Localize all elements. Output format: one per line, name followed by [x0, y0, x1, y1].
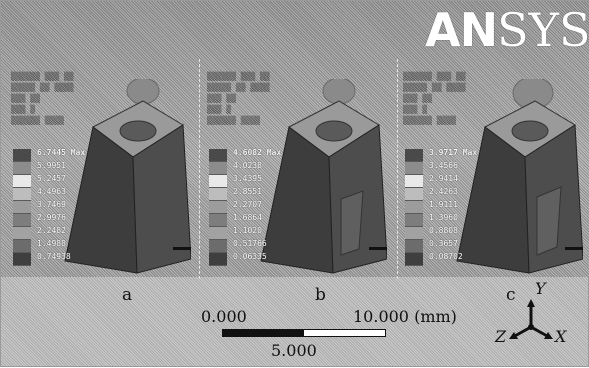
legend-max-value: 6.7445 Max	[37, 148, 86, 157]
legend-swatch	[13, 227, 31, 240]
legend-swatch	[209, 227, 227, 240]
legend-swatch	[405, 227, 423, 240]
legend-value: 1.9111	[429, 200, 458, 209]
coordinate-triad-icon[interactable]: Y Z X	[491, 279, 571, 349]
mini-scale-bar	[369, 247, 387, 250]
legend-value: 2.2707	[233, 200, 262, 209]
result-panel-c[interactable]: ▒▒▒▒▒▒ ▒▒▒ ▒▒ ▒▒▒▒▒ ▒▒ ▒▒▒▒ ▒▒▒ ▒▒ ▒▒▒ ▒…	[393, 59, 589, 277]
triad-axis-y: Y	[535, 279, 546, 298]
legend-swatch	[209, 253, 227, 266]
legend-swatch	[405, 188, 423, 201]
legend-value: 3.4395	[233, 174, 262, 183]
color-legend: 6.7445 Max 5.9951 5.2457 4.4963 3.7469 2…	[13, 148, 85, 266]
legend-value: 0.08702	[429, 252, 463, 261]
legend-value: 0.06335	[233, 252, 267, 261]
panel-header-text: ▒▒▒▒▒▒ ▒▒▒ ▒▒ ▒▒▒▒▒ ▒▒ ▒▒▒▒ ▒▒▒ ▒▒ ▒▒▒ ▒…	[11, 72, 74, 125]
panel-label-b: b	[315, 285, 326, 305]
legend-values: 6.7445 Max 5.9951 5.2457 4.4963 3.7469 2…	[37, 146, 85, 263]
legend-max-value: 4.6082 Max	[233, 148, 282, 157]
legend-swatch	[405, 214, 423, 227]
triad-axis-x: X	[555, 327, 567, 346]
legend-value: 2.9414	[429, 174, 458, 183]
legend-swatch	[209, 162, 227, 175]
tetra-model[interactable]	[433, 79, 583, 279]
tetra-model[interactable]	[237, 79, 387, 279]
legend-values: 3.9717 Max 3.4566 2.9414 2.4263 1.9111 1…	[429, 146, 477, 263]
legend-max-value: 3.9717 Max	[429, 148, 478, 157]
legend-value: 1.1020	[233, 226, 262, 235]
legend-swatch	[209, 188, 227, 201]
legend-value: 5.2457	[37, 174, 66, 183]
logo-text-sys: SYS	[497, 3, 589, 57]
legend-swatch	[13, 253, 31, 266]
panel-divider	[397, 59, 398, 279]
legend-swatch	[405, 253, 423, 266]
legend-value: 5.9951	[37, 161, 66, 170]
logo-text-main: AN	[425, 3, 498, 57]
panel-divider	[199, 59, 200, 279]
legend-value: 2.8551	[233, 187, 262, 196]
triad-graphic	[509, 299, 553, 339]
legend-swatch	[13, 188, 31, 201]
legend-value: 3.4566	[429, 161, 458, 170]
scale-bar-fill	[223, 330, 304, 336]
viewport-footer: a b c 0.000 10.000 (mm) 5.000 Y Z X	[1, 277, 589, 368]
legend-swatch	[13, 240, 31, 253]
legend-swatch	[209, 240, 227, 253]
panel-header-text: ▒▒▒▒▒▒ ▒▒▒ ▒▒ ▒▒▒▒▒ ▒▒ ▒▒▒▒ ▒▒▒ ▒▒ ▒▒▒ ▒…	[403, 72, 466, 125]
legend-swatch	[405, 149, 423, 162]
legend-value: 1.4988	[37, 239, 66, 248]
legend-value: 4.4963	[37, 187, 66, 196]
tetra-model[interactable]	[41, 79, 191, 279]
panel-label-a: a	[122, 285, 133, 305]
ansys-logo: ANSYS	[425, 7, 589, 53]
legend-value: 0.8808	[429, 226, 458, 235]
legend-value: 0.74938	[37, 252, 71, 261]
scale-max-label: 10.000 (mm)	[353, 307, 457, 326]
panel-label-c: c	[506, 285, 516, 305]
legend-swatch	[405, 175, 423, 188]
legend-value: 1.3960	[429, 213, 458, 222]
color-legend: 3.9717 Max 3.4566 2.9414 2.4263 1.9111 1…	[405, 148, 477, 266]
scale-zero-label: 0.000	[201, 307, 247, 326]
legend-swatch	[405, 162, 423, 175]
legend-swatch	[209, 175, 227, 188]
legend-value: 0.51766	[233, 239, 267, 248]
scale-mid-label: 5.000	[271, 341, 317, 360]
legend-value: 2.2482	[37, 226, 66, 235]
legend-value: 3.7469	[37, 200, 66, 209]
legend-swatch	[405, 201, 423, 214]
legend-swatch	[209, 201, 227, 214]
legend-swatch	[209, 149, 227, 162]
scale-bar	[222, 329, 386, 337]
result-panel-b[interactable]: ▒▒▒▒▒▒ ▒▒▒ ▒▒ ▒▒▒▒▒ ▒▒ ▒▒▒▒ ▒▒▒ ▒▒ ▒▒▒ ▒…	[197, 59, 393, 277]
mini-scale-bar	[565, 247, 583, 250]
legend-swatch	[13, 149, 31, 162]
panel-header-text: ▒▒▒▒▒▒ ▒▒▒ ▒▒ ▒▒▒▒▒ ▒▒ ▒▒▒▒ ▒▒▒ ▒▒ ▒▒▒ ▒…	[207, 72, 270, 125]
legend-value: 2.9976	[37, 213, 66, 222]
legend-value: 1.6864	[233, 213, 262, 222]
legend-values: 4.6082 Max 4.0238 3.4395 2.8551 2.2707 1…	[233, 146, 281, 263]
legend-swatch	[13, 201, 31, 214]
color-legend: 4.6082 Max 4.0238 3.4395 2.8551 2.2707 1…	[209, 148, 281, 266]
triad-axis-z: Z	[495, 327, 507, 346]
legend-swatch	[13, 175, 31, 188]
legend-swatch	[209, 214, 227, 227]
legend-value: 4.0238	[233, 161, 262, 170]
legend-swatch	[13, 162, 31, 175]
legend-value: 2.4263	[429, 187, 458, 196]
graphics-area[interactable]: ANSYS ▒▒▒▒▒▒ ▒▒▒ ▒▒ ▒▒▒▒▒ ▒▒ ▒▒▒▒ ▒▒▒ ▒▒…	[1, 1, 589, 279]
legend-swatch	[13, 214, 31, 227]
legend-value: 0.3657	[429, 239, 458, 248]
result-panel-a[interactable]: ▒▒▒▒▒▒ ▒▒▒ ▒▒ ▒▒▒▒▒ ▒▒ ▒▒▒▒ ▒▒▒ ▒▒ ▒▒▒ ▒…	[1, 59, 197, 277]
legend-swatch	[405, 240, 423, 253]
mini-scale-bar	[173, 247, 191, 250]
